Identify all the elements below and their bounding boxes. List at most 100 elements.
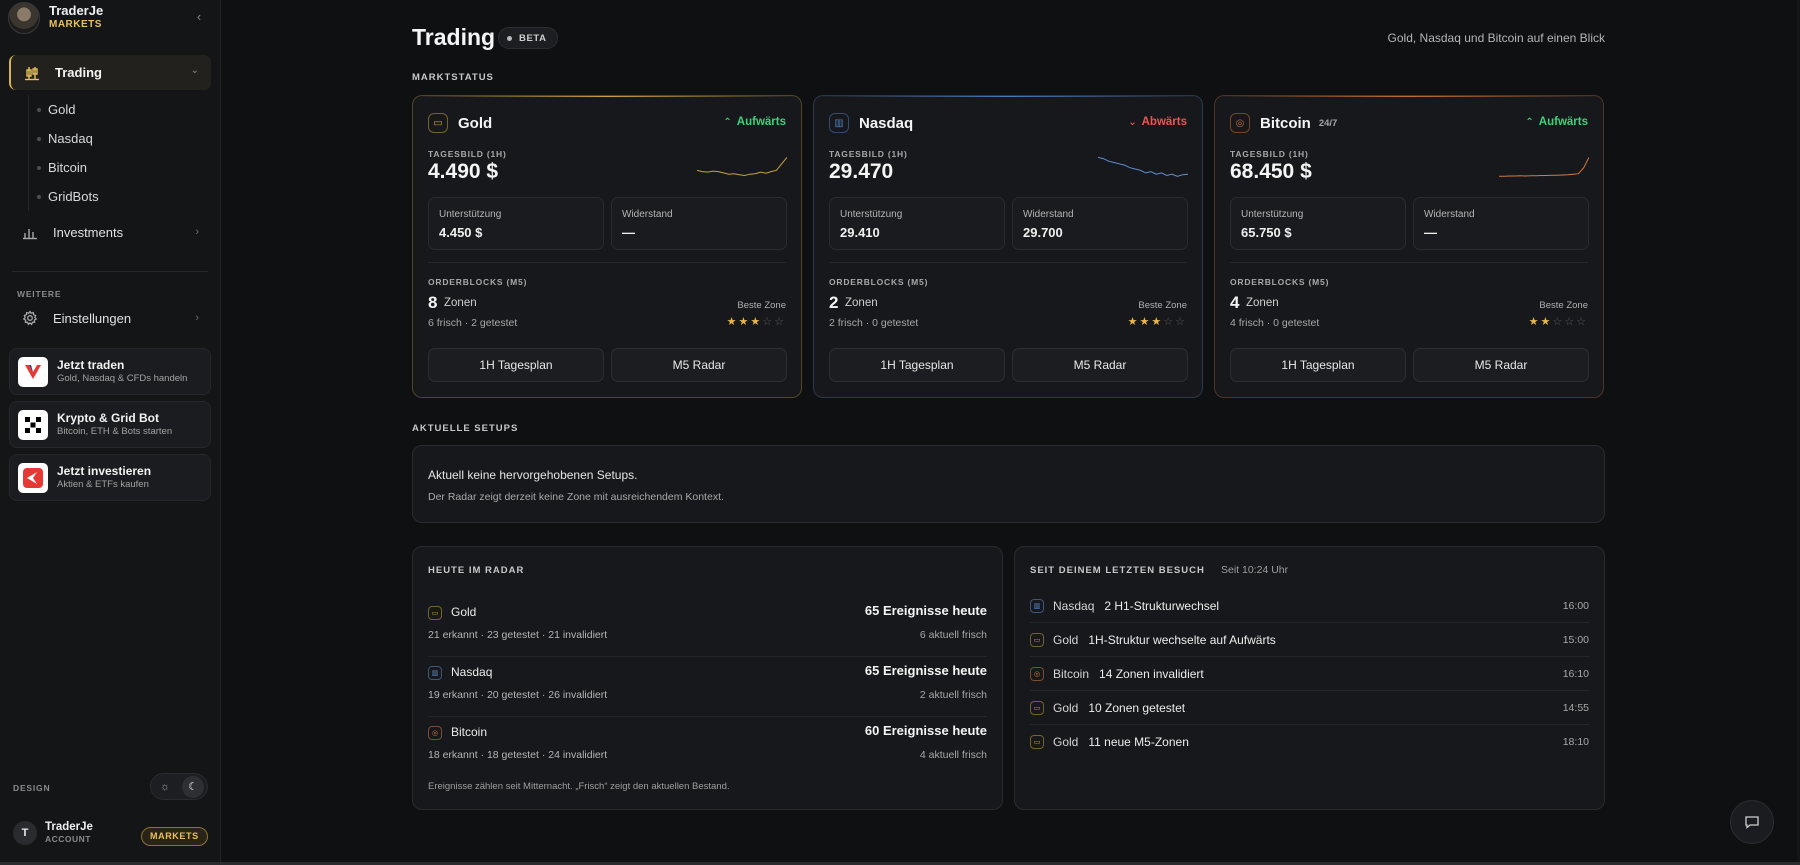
- daily-plan-button[interactable]: 1H Tagesplan: [829, 348, 1005, 382]
- brand[interactable]: TraderJe MARKETS: [8, 2, 103, 34]
- nav-item-investments[interactable]: Investments ›: [9, 217, 211, 247]
- asset-extra: 24/7: [1318, 117, 1338, 129]
- chevron-up-icon: ⌃: [723, 116, 732, 128]
- star-filled-icon: ★: [1127, 316, 1140, 328]
- promo-crypto[interactable]: Krypto & Grid Bot Bitcoin, ETH & Bots st…: [9, 401, 211, 448]
- radar-title: HEUTE IM RADAR: [428, 565, 525, 576]
- market-card-gold: ▭ Gold ⌃ Aufwärts TAGESBILD (1H) 4.490 $ Unter…: [412, 95, 802, 398]
- orderblocks-unit: Zonen: [1246, 297, 1279, 309]
- chat-button[interactable]: [1730, 800, 1774, 844]
- sparkline: [697, 156, 787, 177]
- resistance-box: Widerstand —: [611, 197, 787, 250]
- radar-asset-name: Gold: [451, 605, 477, 619]
- radar-fresh: 2 aktuell frisch: [919, 689, 987, 701]
- asset-name: Bitcoin: [1260, 114, 1311, 132]
- subnav-item-bitcoin[interactable]: Bitcoin: [29, 153, 208, 182]
- event-time: 16:00: [1562, 599, 1589, 612]
- daily-view-label: TAGESBILD (1H): [829, 149, 908, 159]
- promo-sub: Gold, Nasdaq & CFDs handeln: [57, 372, 188, 384]
- radar-row[interactable]: ▭ Gold 21 erkannt · 23 getestet · 21 inval…: [428, 597, 987, 657]
- m5-radar-button[interactable]: M5 Radar: [1413, 348, 1589, 382]
- event-time: 16:10: [1562, 667, 1589, 680]
- theme-toggle[interactable]: ☼ ☾: [150, 773, 208, 800]
- collapse-sidebar-icon[interactable]: ‹: [196, 9, 202, 24]
- star-filled-icon: ★: [1151, 316, 1164, 328]
- promo-trade[interactable]: Jetzt traden Gold, Nasdaq & CFDs handeln: [9, 348, 211, 395]
- resistance-box: Widerstand 29.700: [1012, 197, 1188, 250]
- sparkline: [1098, 156, 1188, 177]
- event-row[interactable]: ▭ Gold 1H-Struktur wechselte auf Aufwärts 1…: [1030, 623, 1589, 657]
- scrollbar[interactable]: [1797, 0, 1800, 865]
- nav-item-trading[interactable]: Trading ⌄: [9, 55, 211, 90]
- asset-name: Gold: [458, 114, 493, 132]
- subnav-label: Gold: [48, 102, 76, 117]
- chevron-down-icon: ⌄: [1128, 116, 1137, 128]
- star-empty-icon: ☆: [1564, 316, 1577, 328]
- sun-icon[interactable]: ☼: [159, 780, 171, 793]
- brand-name: TraderJe: [49, 3, 104, 18]
- moon-icon[interactable]: ☾: [182, 775, 204, 798]
- daily-view-label: TAGESBILD (1H): [1230, 149, 1309, 159]
- orderblocks-count: 8: [428, 293, 438, 312]
- star-filled-icon: ★: [738, 316, 751, 328]
- nav-item-settings[interactable]: Einstellungen ›: [9, 303, 211, 333]
- radar-row[interactable]: ▥ Nasdaq 19 erkannt · 20 getestet · 26 inv…: [428, 657, 987, 717]
- support-box: Unterstützung 4.450 $: [428, 197, 604, 250]
- event-row[interactable]: ▭ Gold 11 neue M5-Zonen 18:10: [1030, 725, 1589, 759]
- subnav-label: GridBots: [48, 189, 99, 204]
- daily-plan-button[interactable]: 1H Tagesplan: [1230, 348, 1406, 382]
- brand-avatar: [8, 2, 40, 34]
- subnav-item-nasdaq[interactable]: Nasdaq: [29, 124, 208, 153]
- account-menu[interactable]: T TraderJe ACCOUNT: [13, 821, 93, 845]
- card-accent: [1215, 96, 1603, 97]
- support-label: Unterstützung: [439, 209, 502, 220]
- event-asset: Bitcoin: [1053, 666, 1090, 681]
- trend-label: Aufwärts: [1538, 116, 1588, 128]
- m5-radar-button[interactable]: M5 Radar: [1012, 348, 1188, 382]
- design-label: DESIGN: [13, 783, 51, 793]
- daily-plan-button[interactable]: 1H Tagesplan: [428, 348, 604, 382]
- account-sub: ACCOUNT: [45, 834, 91, 844]
- section-label-weitere: WEITERE: [17, 289, 62, 299]
- trend-indicator: ⌃ Aufwärts: [723, 116, 786, 128]
- star-filled-icon: ★: [1139, 316, 1152, 328]
- market-card-nasdaq: ▥ Nasdaq ⌄ Abwärts TAGESBILD (1H) 29.470 Unter…: [813, 95, 1203, 398]
- subnav-item-gridbots[interactable]: GridBots: [29, 182, 208, 211]
- best-zone-rating: ★★★☆☆: [727, 315, 786, 328]
- beta-badge: BETA: [498, 27, 558, 49]
- setups-empty-text: Der Radar zeigt derzeit keine Zone mit a…: [428, 491, 724, 503]
- m5-radar-button[interactable]: M5 Radar: [611, 348, 787, 382]
- radar-row[interactable]: ◎ Bitcoin 18 erkannt · 18 getestet · 24 in…: [428, 717, 987, 777]
- since-time: Seit 10:24 Uhr: [1221, 564, 1289, 576]
- event-asset: Gold: [1053, 632, 1079, 647]
- nasdaq-icon: ▥: [1030, 598, 1044, 613]
- radar-events: 65 Ereignisse heute: [864, 603, 987, 618]
- nasdaq-icon: ▥: [428, 666, 442, 680]
- orderblocks-label: ORDERBLOCKS (M5): [829, 277, 929, 287]
- price: 29.470: [829, 160, 894, 183]
- orderblocks-sub: 2 frisch · 0 getestet: [829, 317, 919, 329]
- account-name: TraderJe: [45, 821, 93, 833]
- event-asset: Nasdaq: [1053, 598, 1095, 613]
- brand-sub: MARKETS: [49, 19, 102, 30]
- event-row[interactable]: ▥ Nasdaq 2 H1-Strukturwechsel 16:00: [1030, 589, 1589, 623]
- page-tagline: Gold, Nasdaq und Bitcoin auf einen Blick: [1387, 31, 1605, 45]
- trend-indicator: ⌃ Aufwärts: [1525, 116, 1588, 128]
- event-row[interactable]: ▭ Gold 10 Zonen getestet 14:55: [1030, 691, 1589, 725]
- resistance-box: Widerstand —: [1413, 197, 1589, 250]
- beta-label: BETA: [519, 32, 547, 44]
- event-time: 18:10: [1562, 736, 1589, 748]
- sidebar: TraderJe MARKETS ‹ Trading ⌄ Gold Nasdaq…: [0, 0, 221, 865]
- subnav-item-gold[interactable]: Gold: [29, 95, 208, 124]
- orderblocks-unit: Zonen: [845, 297, 878, 309]
- orderblocks-count: 4: [1230, 293, 1240, 312]
- promo-invest[interactable]: Jetzt investieren Aktien & ETFs kaufen: [9, 454, 211, 501]
- gold-icon: ▭: [1030, 700, 1044, 715]
- trading-subnav: Gold Nasdaq Bitcoin GridBots: [28, 95, 208, 211]
- promo-title: Jetzt investieren: [57, 463, 152, 478]
- event-row[interactable]: ◎ Bitcoin 14 Zonen invalidiert 16:10: [1030, 657, 1589, 691]
- daily-view-label: TAGESBILD (1H): [428, 149, 507, 159]
- event-time: 15:00: [1562, 633, 1589, 646]
- radar-fresh: 6 aktuell frisch: [919, 629, 987, 641]
- nasdaq-icon: ▥: [829, 113, 849, 133]
